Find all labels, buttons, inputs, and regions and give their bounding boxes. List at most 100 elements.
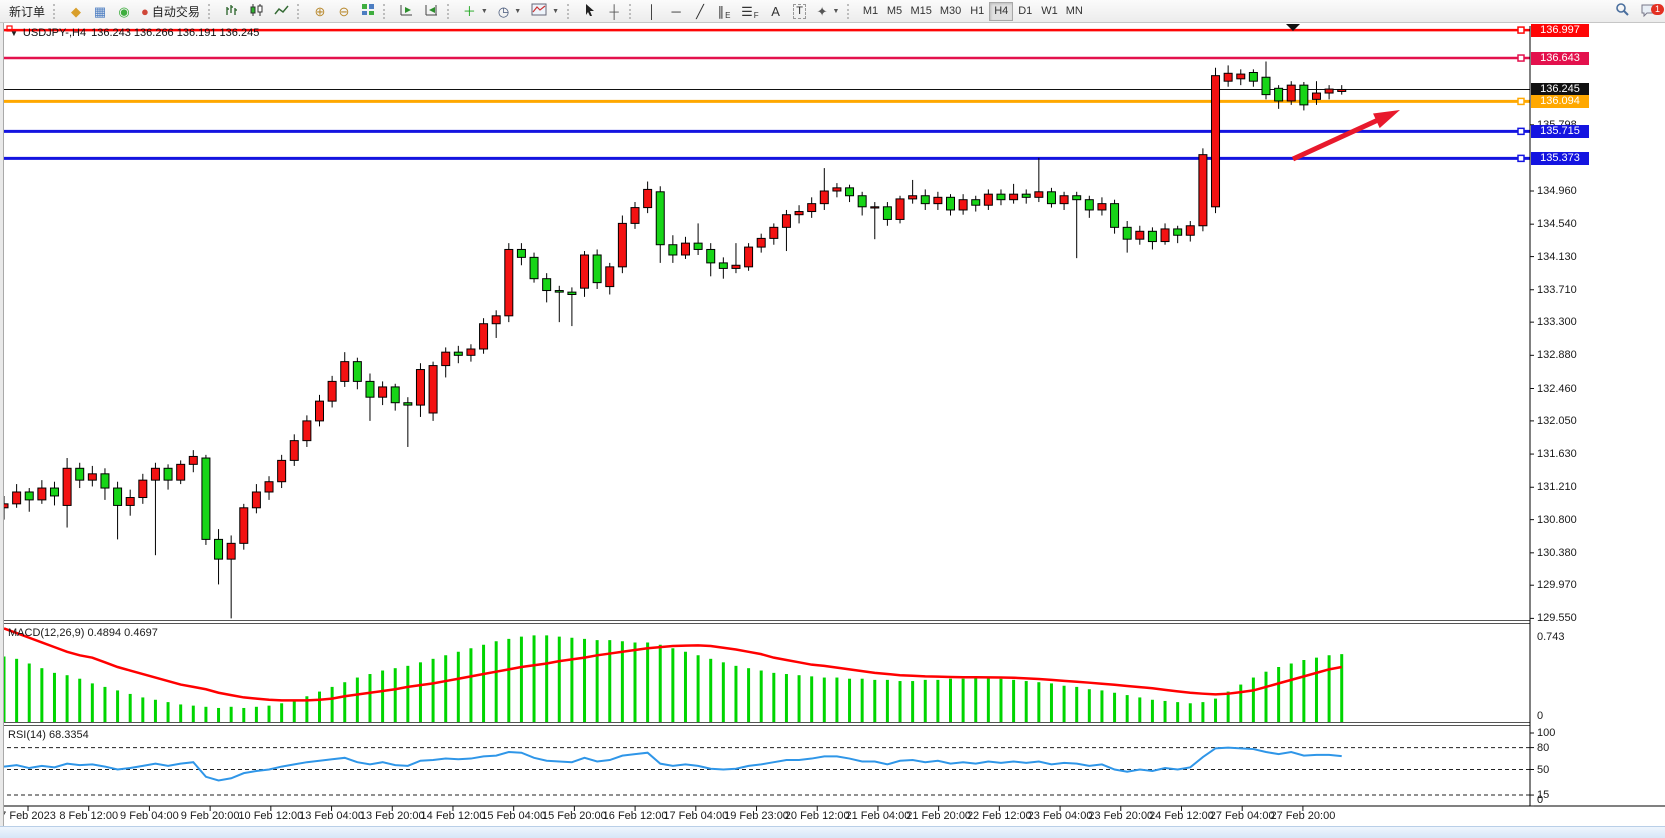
rsi-indicator-label: RSI(14) 68.3354 bbox=[8, 729, 89, 741]
price-tick: 129.550 bbox=[1537, 612, 1577, 625]
shapes-button[interactable]: ✦ ▼ bbox=[813, 2, 844, 21]
chart-title-bar: ▼ USDJPY-,H4 136.243 136.266 136.191 136… bbox=[10, 27, 259, 39]
text-button[interactable]: A bbox=[765, 2, 787, 21]
chart-shift-marker[interactable] bbox=[1286, 24, 1300, 31]
crosshair-button[interactable]: ┼ bbox=[603, 2, 625, 21]
rsi-line bbox=[3, 746, 1342, 782]
rsi-scale-label: 15 bbox=[1537, 789, 1550, 802]
chart-symbol-title: USDJPY-,H4 bbox=[22, 27, 87, 39]
fibonacci-button[interactable]: ☰ F bbox=[737, 2, 763, 21]
chart-shift-button[interactable] bbox=[420, 2, 443, 21]
market-watch-icon: ▦ bbox=[93, 3, 107, 19]
signals-button[interactable]: ◉ bbox=[113, 2, 135, 21]
periods-caret-icon: ▼ bbox=[514, 7, 522, 15]
price-tick: 133.710 bbox=[1537, 283, 1577, 296]
notification-badge: 1 bbox=[1651, 3, 1664, 15]
toolbar-separator bbox=[629, 3, 635, 19]
auto-trading-label: 自动交易 bbox=[151, 4, 200, 19]
toolbar-separator bbox=[207, 3, 214, 19]
templates-button[interactable]: ▼ bbox=[527, 2, 563, 21]
chevron-down-icon[interactable]: ▼ bbox=[10, 28, 18, 38]
timeframe-m5[interactable]: M5 bbox=[882, 2, 906, 21]
timeframe-m15[interactable]: M15 bbox=[906, 2, 935, 21]
new-order-label: 新订单 bbox=[9, 4, 46, 19]
indicators-button[interactable]: ＋ ▼ bbox=[459, 2, 492, 21]
rsi-scale-label: 0 bbox=[1537, 794, 1544, 806]
zoom-in-icon: ⊕ bbox=[314, 3, 326, 19]
timeframe-mn[interactable]: MN bbox=[1062, 2, 1087, 21]
text-icon: A bbox=[771, 3, 780, 19]
auto-scroll-button[interactable] bbox=[395, 2, 418, 21]
tile-windows-icon bbox=[361, 3, 375, 19]
price-tick: 134.130 bbox=[1537, 250, 1577, 263]
horizontal-line-button[interactable]: ─ bbox=[665, 2, 687, 21]
macd-scale-top: 0.743 bbox=[1537, 631, 1565, 643]
chart-ohlc-values: 136.243 136.266 136.191 136.245 bbox=[91, 27, 260, 39]
time-tick-label: 21 Feb 04:00 bbox=[845, 810, 911, 822]
vertical-line-button[interactable]: │ bbox=[641, 2, 663, 21]
market-watch-button[interactable]: ▦ bbox=[89, 2, 111, 21]
price-tick: 131.630 bbox=[1537, 448, 1577, 461]
rsi-scale-label: 100 bbox=[1537, 727, 1556, 739]
price-tick: 132.880 bbox=[1537, 349, 1577, 362]
shapes-caret-icon: ▼ bbox=[832, 7, 840, 15]
macd-scale-zero: 0 bbox=[1537, 710, 1544, 722]
price-level-badge: 136.245 bbox=[1531, 82, 1589, 96]
zoom-out-button[interactable]: ⊖ bbox=[333, 2, 355, 21]
equidistant-channel-icon: ∥ bbox=[717, 3, 725, 19]
toolbar-separator bbox=[53, 3, 59, 19]
price-level-badge: 135.715 bbox=[1531, 124, 1589, 138]
time-tick-label: 9 Feb 20:00 bbox=[180, 810, 240, 822]
price-tick: 132.050 bbox=[1537, 414, 1577, 427]
cursor-icon bbox=[584, 3, 596, 20]
line-chart-button[interactable] bbox=[270, 2, 293, 21]
horizontal-line-icon: ─ bbox=[671, 3, 681, 19]
tile-windows-button[interactable] bbox=[357, 2, 379, 21]
chat-button[interactable]: 1 bbox=[1636, 2, 1664, 21]
price-level-badge: 136.094 bbox=[1531, 94, 1589, 108]
toolbar-separator bbox=[382, 3, 389, 19]
price-tick: 134.540 bbox=[1537, 218, 1577, 231]
text-label-icon: T bbox=[793, 3, 806, 19]
candle-chart-button[interactable] bbox=[245, 2, 268, 21]
timeframe-m30[interactable]: M30 bbox=[936, 2, 965, 21]
equidistant-channel-sub-label: E bbox=[725, 10, 731, 20]
search-icon bbox=[1615, 2, 1630, 20]
toolbar-separator bbox=[296, 3, 303, 19]
status-bar bbox=[0, 826, 1665, 838]
cursor-button[interactable] bbox=[579, 2, 601, 21]
timeframe-d1[interactable]: D1 bbox=[1013, 2, 1037, 21]
timeframe-h4[interactable]: H4 bbox=[989, 1, 1014, 21]
bar-chart-button[interactable] bbox=[220, 2, 243, 21]
object-anchor-marker[interactable] bbox=[6, 25, 13, 32]
text-label-button[interactable]: T bbox=[789, 2, 811, 21]
charts-button[interactable]: ◆ bbox=[65, 2, 87, 21]
candle-chart-icon bbox=[249, 3, 264, 20]
new-order-button[interactable]: 新订单 bbox=[5, 2, 49, 21]
price-tick: 134.960 bbox=[1537, 185, 1577, 197]
timeframe-w1[interactable]: W1 bbox=[1037, 2, 1062, 21]
periods-button[interactable]: ◷ ▼ bbox=[494, 2, 525, 21]
time-tick-label: 23 Feb 20:00 bbox=[1088, 810, 1154, 822]
zoom-in-button[interactable]: ⊕ bbox=[309, 2, 331, 21]
auto-trading-icon: ● bbox=[141, 3, 149, 19]
pane-separators[interactable] bbox=[0, 620, 1530, 726]
equidistant-channel-button[interactable]: ∥ E bbox=[713, 2, 735, 21]
time-tick-label: 13 Feb 04:00 bbox=[299, 810, 364, 822]
trendline-icon: ╱ bbox=[696, 3, 704, 19]
search-button[interactable] bbox=[1611, 2, 1634, 21]
timeframe-h1[interactable]: H1 bbox=[965, 2, 989, 21]
timeframe-m1[interactable]: M1 bbox=[858, 2, 882, 21]
auto-trading-button[interactable]: ● 自动交易 bbox=[137, 2, 204, 21]
shapes-icon: ✦ bbox=[816, 3, 828, 19]
time-tick-label: 21 Feb 20:00 bbox=[906, 810, 972, 822]
line-chart-icon bbox=[274, 3, 289, 20]
time-tick-label: 23 Feb 04:00 bbox=[1027, 810, 1093, 822]
trendline-button[interactable]: ╱ bbox=[689, 2, 711, 21]
trend-arrow-annotation[interactable] bbox=[1291, 110, 1400, 162]
macd-indicator-label: MACD(12,26,9) 0.4894 0.4697 bbox=[8, 627, 158, 639]
auto-scroll-icon bbox=[399, 3, 414, 20]
time-tick-label: 17 Feb 04:00 bbox=[663, 810, 729, 822]
time-tick-label: 7 Feb 2023 bbox=[0, 810, 56, 822]
